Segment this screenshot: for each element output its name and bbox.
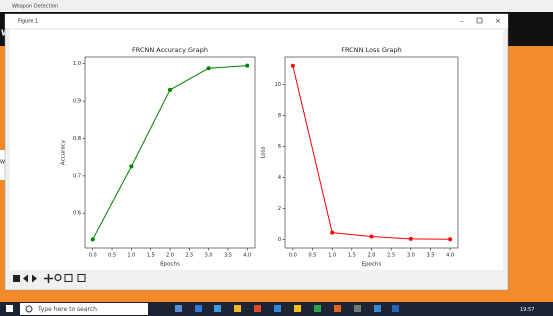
y-tick-label: 0.7: [73, 173, 81, 179]
y-tick-label: 6: [278, 144, 281, 150]
x-tick-label: 2.5: [387, 253, 395, 259]
data-point: [291, 64, 295, 68]
x-tick-label: 2.0: [368, 253, 376, 259]
x-axis-label: Epochs: [160, 262, 180, 268]
app-icon[interactable]: [274, 305, 281, 312]
app-icon[interactable]: [234, 305, 241, 312]
x-tick-label: 3.5: [224, 253, 232, 259]
x-tick-label: 1.0: [328, 253, 336, 259]
y-axis-label: Accuracy: [61, 139, 67, 165]
app-icon[interactable]: [392, 305, 399, 312]
chart-title: FRCNN Accuracy Graph: [132, 46, 208, 54]
data-point: [448, 237, 452, 241]
x-tick-label: 0.5: [108, 253, 116, 259]
app-icon[interactable]: [254, 305, 261, 312]
window-titlebar: [5, 14, 508, 28]
y-tick-label: 0.9: [73, 99, 81, 105]
x-tick-label: 0.0: [289, 253, 297, 259]
search-text: Type here to search: [37, 306, 97, 313]
x-tick-label: 1.5: [348, 253, 356, 259]
home-button[interactable]: [13, 275, 20, 282]
y-axis-label: Loss: [261, 146, 267, 158]
app-titlebar: [0, 0, 553, 12]
x-tick-label: 3.0: [407, 253, 415, 259]
chart-title: FRCNN Loss Graph: [341, 46, 402, 54]
app-title: Weapon Detection: [12, 4, 58, 10]
start-button[interactable]: [6, 305, 13, 312]
app-icon[interactable]: [175, 305, 182, 312]
app-icon[interactable]: [334, 305, 341, 312]
figure-canvas: [10, 30, 503, 270]
y-tick-label: 1.0: [73, 61, 81, 67]
x-tick-label: 4.0: [446, 253, 454, 259]
y-tick-label: 8: [278, 113, 281, 119]
x-tick-label: 0.5: [309, 253, 317, 259]
app-icon[interactable]: [294, 305, 301, 312]
data-point: [129, 165, 133, 169]
data-point: [245, 64, 249, 68]
x-tick-label: 4.0: [243, 253, 251, 259]
y-tick-label: 2: [278, 206, 281, 212]
minimize-button[interactable]: –: [460, 17, 464, 25]
screen: Weapon Detection We We Figure 1 – × Type…: [0, 0, 553, 316]
x-tick-label: 1.5: [147, 253, 155, 259]
data-point: [91, 237, 95, 241]
app-icon[interactable]: [195, 305, 202, 312]
x-axis-label: Epochs: [362, 262, 382, 268]
y-tick-label: 0.6: [73, 211, 81, 217]
app-icon[interactable]: [214, 305, 221, 312]
app-icon[interactable]: [374, 305, 381, 312]
y-tick-label: 10: [275, 82, 281, 88]
x-tick-label: 3.0: [205, 253, 213, 259]
x-tick-label: 2.0: [166, 253, 174, 259]
x-tick-label: 2.5: [185, 253, 193, 259]
x-tick-label: 3.5: [427, 253, 435, 259]
data-point: [207, 66, 211, 70]
x-tick-label: 1.0: [127, 253, 135, 259]
data-point: [330, 231, 334, 235]
data-point: [370, 235, 374, 239]
x-tick-label: 0.0: [89, 253, 97, 259]
app-icon[interactable]: [314, 305, 321, 312]
data-point: [168, 88, 172, 92]
data-point: [409, 237, 413, 241]
y-tick-label: 0.8: [73, 136, 81, 142]
y-tick-label: 4: [278, 175, 281, 181]
clock: 19:57: [520, 307, 534, 313]
y-tick-label: 0: [278, 237, 281, 243]
window-title: Figure 1: [18, 19, 38, 25]
close-button[interactable]: ×: [495, 17, 501, 25]
app-icon[interactable]: [354, 305, 361, 312]
